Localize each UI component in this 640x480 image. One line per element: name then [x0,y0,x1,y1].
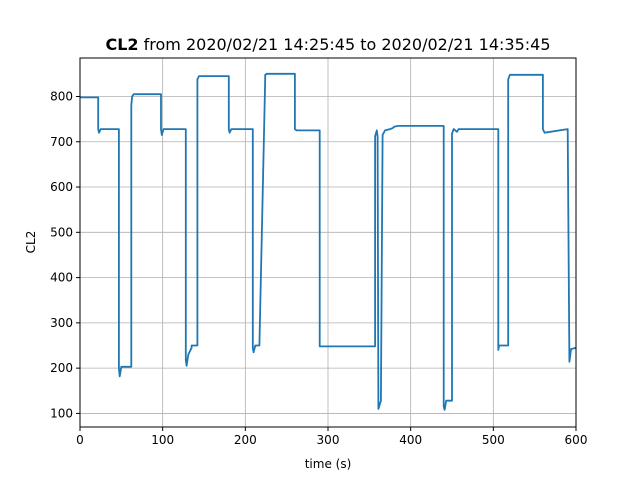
x-tick-label: 600 [565,433,588,447]
x-tick-label: 400 [399,433,422,447]
chart-title-bold: CL2 [105,35,138,54]
y-tick-label: 100 [50,406,73,420]
x-axis-label: time (s) [305,457,352,471]
y-tick-label: 200 [50,361,73,375]
x-tick-label: 300 [317,433,340,447]
tick-layer: 0 100 200 300 400 500 600100200300400500600700… [50,89,587,447]
x-tick-label: 0 [76,433,84,447]
chart-title: CL2 from 2020/02/21 14:25:45 to 2020/02/… [105,35,550,54]
y-tick-label: 400 [50,271,73,285]
y-tick-label: 700 [50,135,73,149]
series-layer [80,72,577,411]
grid-layer [79,58,577,427]
series-line [80,72,577,411]
y-tick-label: 600 [50,180,73,194]
y-tick-label: 300 [50,316,73,330]
y-axis-label: CL2 [24,231,38,254]
x-tick-label: 200 [234,433,257,447]
x-tick-label: 500 [482,433,505,447]
y-tick-label: 500 [50,225,73,239]
chart-title-rest: from 2020/02/21 14:25:45 to 2020/02/21 1… [139,35,551,54]
y-tick-label: 800 [50,89,73,103]
x-tick-label: 100 [151,433,174,447]
